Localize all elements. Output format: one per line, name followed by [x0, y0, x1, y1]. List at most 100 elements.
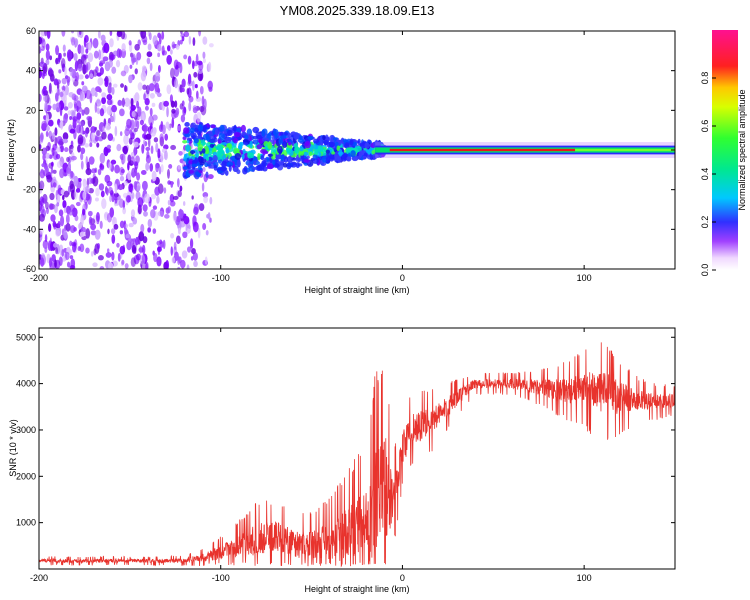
- band-blob: [317, 151, 322, 157]
- band-blob: [283, 156, 288, 163]
- noise-blob: [192, 252, 198, 261]
- band-blob: [256, 134, 263, 140]
- colorbar-tick-label: 0.2: [700, 216, 710, 229]
- noise-blob: [191, 248, 196, 255]
- noise-blob: [150, 193, 157, 200]
- band-blob: [209, 143, 215, 148]
- noise-blob: [77, 144, 81, 153]
- band-blob: [317, 145, 324, 153]
- noise-blob: [171, 256, 176, 264]
- noise-blob: [141, 180, 148, 191]
- noise-blob: [56, 135, 63, 145]
- noise-blob: [55, 102, 61, 113]
- noise-blob: [63, 190, 70, 198]
- band-blob: [197, 156, 203, 163]
- noise-blob: [58, 69, 62, 74]
- noise-blob: [45, 145, 50, 152]
- noise-blob: [79, 231, 86, 237]
- noise-blob: [135, 253, 142, 261]
- noise-blob: [166, 45, 171, 52]
- noise-blob: [141, 65, 147, 72]
- noise-blob: [157, 52, 161, 58]
- band-blob: [183, 127, 190, 134]
- noise-blob: [45, 43, 50, 51]
- noise-blob: [208, 43, 214, 48]
- noise-blob: [111, 234, 116, 244]
- noise-blob: [142, 133, 147, 139]
- noise-blob: [136, 120, 140, 130]
- noise-blob: [170, 233, 175, 239]
- noise-blob: [157, 64, 161, 73]
- noise-blob: [157, 210, 164, 217]
- noise-blob: [73, 189, 78, 200]
- noise-blob: [59, 168, 65, 179]
- noise-blob: [118, 49, 122, 59]
- band-blob: [183, 155, 187, 162]
- noise-blob: [142, 204, 148, 212]
- noise-blob: [172, 195, 179, 200]
- noise-blob: [78, 74, 84, 80]
- noise-blob: [116, 31, 123, 38]
- noise-blob: [119, 220, 125, 229]
- noise-blob: [51, 147, 55, 157]
- band-blob: [328, 141, 334, 146]
- band-blob: [197, 143, 204, 152]
- noise-blob: [188, 224, 191, 230]
- noise-blob: [47, 69, 54, 77]
- noise-blob: [73, 95, 79, 102]
- band-blob: [225, 147, 230, 154]
- noise-blob: [72, 242, 77, 253]
- colorbar-tick-label: 0.6: [700, 120, 710, 133]
- noise-blob: [62, 138, 69, 144]
- noise-blob: [201, 95, 205, 106]
- noise-blob: [155, 142, 159, 153]
- band-blob: [272, 129, 279, 136]
- noise-blob: [183, 201, 186, 206]
- x-tick-label: 100: [577, 273, 592, 283]
- noise-blob: [63, 106, 69, 111]
- noise-blob: [177, 178, 180, 188]
- band-blob: [252, 139, 259, 145]
- noise-blob: [122, 145, 128, 155]
- noise-blob: [75, 188, 81, 193]
- noise-blob: [131, 171, 136, 177]
- noise-blob: [166, 106, 169, 118]
- band-blob: [260, 148, 267, 154]
- x-tick-label: 0: [400, 273, 405, 283]
- band-blob: [287, 141, 292, 146]
- noise-blob: [157, 87, 161, 94]
- noise-blob: [75, 201, 81, 207]
- noise-blob: [43, 196, 47, 205]
- band-blob: [286, 162, 292, 170]
- noise-blob: [170, 49, 173, 55]
- noise-blob: [79, 90, 84, 102]
- noise-blob: [188, 95, 194, 103]
- noise-blob: [161, 45, 165, 56]
- noise-blob: [72, 118, 77, 130]
- noise-blob: [150, 145, 154, 154]
- noise-blob: [161, 31, 165, 40]
- noise-blob: [149, 62, 153, 72]
- noise-blob: [183, 54, 188, 60]
- band-blob: [282, 162, 288, 168]
- y-tick-label: 0: [31, 145, 36, 155]
- noise-blob: [99, 265, 105, 269]
- band-blob: [242, 139, 249, 143]
- noise-blob: [164, 150, 168, 161]
- noise-blob: [55, 57, 59, 65]
- noise-blob: [107, 133, 114, 142]
- noise-blob: [120, 83, 125, 88]
- noise-blob: [137, 82, 143, 91]
- noise-blob: [98, 49, 101, 61]
- noise-blob: [40, 257, 45, 267]
- noise-blob: [55, 247, 59, 255]
- band-blob: [236, 169, 241, 175]
- noise-blob: [156, 195, 160, 204]
- band-blob: [212, 154, 218, 163]
- chart-title: YM08.2025.339.18.09.E13: [280, 3, 435, 18]
- band-blob: [242, 167, 248, 175]
- noise-blob: [69, 255, 74, 260]
- noise-blob: [136, 51, 142, 61]
- noise-blob: [64, 66, 67, 77]
- noise-blob: [137, 106, 142, 117]
